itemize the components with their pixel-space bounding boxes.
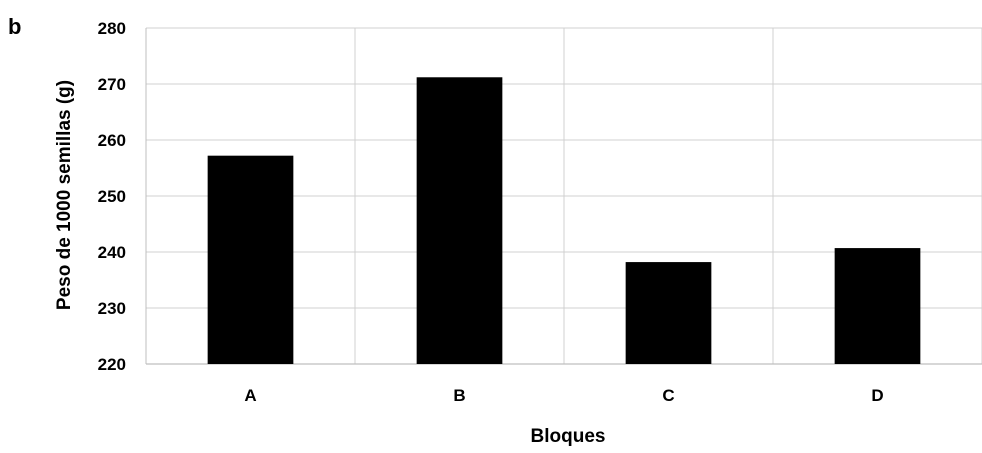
- panel-label: b: [8, 14, 21, 39]
- y-tick-label: 240: [98, 243, 126, 262]
- y-tick-labels: 220 230 240 250 260 270 280: [98, 19, 126, 374]
- x-axis-label: Bloques: [531, 426, 606, 447]
- bar-b: [416, 77, 503, 364]
- bar-d: [834, 248, 921, 364]
- y-axis-label: Peso de 1000 semillas (g): [54, 80, 75, 310]
- bar-a: [207, 155, 294, 364]
- y-tick-label: 230: [98, 299, 126, 318]
- x-tick-labels: A B C D: [244, 386, 883, 405]
- x-tick-label: B: [453, 386, 465, 405]
- bars: [207, 77, 921, 364]
- x-tick-label: C: [662, 386, 674, 405]
- y-tick-label: 280: [98, 19, 126, 38]
- x-tick-label: A: [244, 386, 256, 405]
- y-tick-label: 270: [98, 75, 126, 94]
- y-tick-label: 260: [98, 131, 126, 150]
- y-tick-label: 250: [98, 187, 126, 206]
- bar-c: [625, 262, 712, 364]
- y-tick-label: 220: [98, 355, 126, 374]
- x-tick-label: D: [871, 386, 883, 405]
